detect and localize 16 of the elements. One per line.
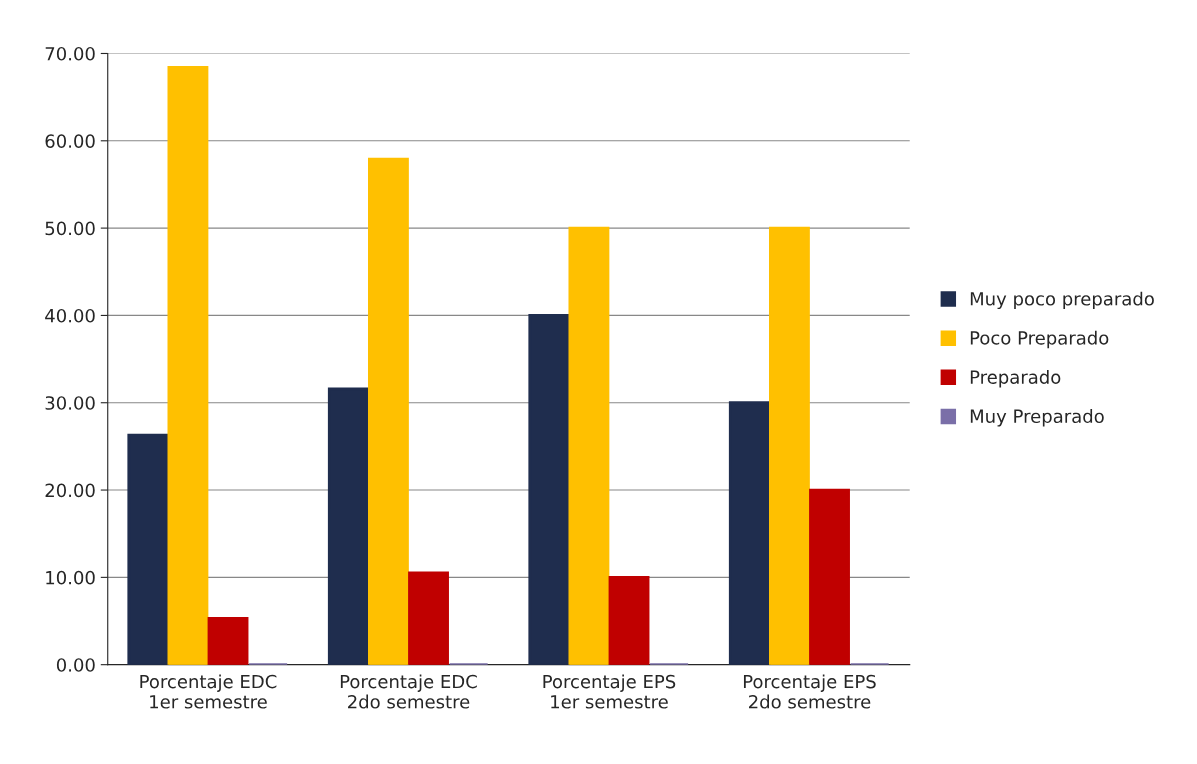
y-tick-label: 60.00 <box>45 134 95 148</box>
x-tick-label: Porcentaje EDC 1er semestre <box>140 674 277 709</box>
y-tick-label: 10.00 <box>46 570 95 585</box>
y-tick-label: 70.00 <box>45 46 95 61</box>
y-tick-label: 30.00 <box>45 396 95 410</box>
legend-label: Preparado <box>970 369 1061 388</box>
x-tick-label: Porcentaje EPS 2do semestre <box>743 674 876 709</box>
y-tick-label: 0.00 <box>56 658 95 672</box>
x-tick-label: Porcentaje EDC 2do semestre <box>340 674 477 709</box>
y-tick-label: 20.00 <box>45 483 95 498</box>
x-tick-label: Porcentaje EPS 1er semestre <box>543 674 676 709</box>
legend-label: Muy Preparado <box>970 409 1104 427</box>
legend-label: Muy poco preparado <box>970 291 1154 310</box>
y-tick-label: 50.00 <box>45 221 95 236</box>
y-tick-label: 40.00 <box>45 308 95 323</box>
legend-label: Poco Preparado <box>970 330 1109 349</box>
